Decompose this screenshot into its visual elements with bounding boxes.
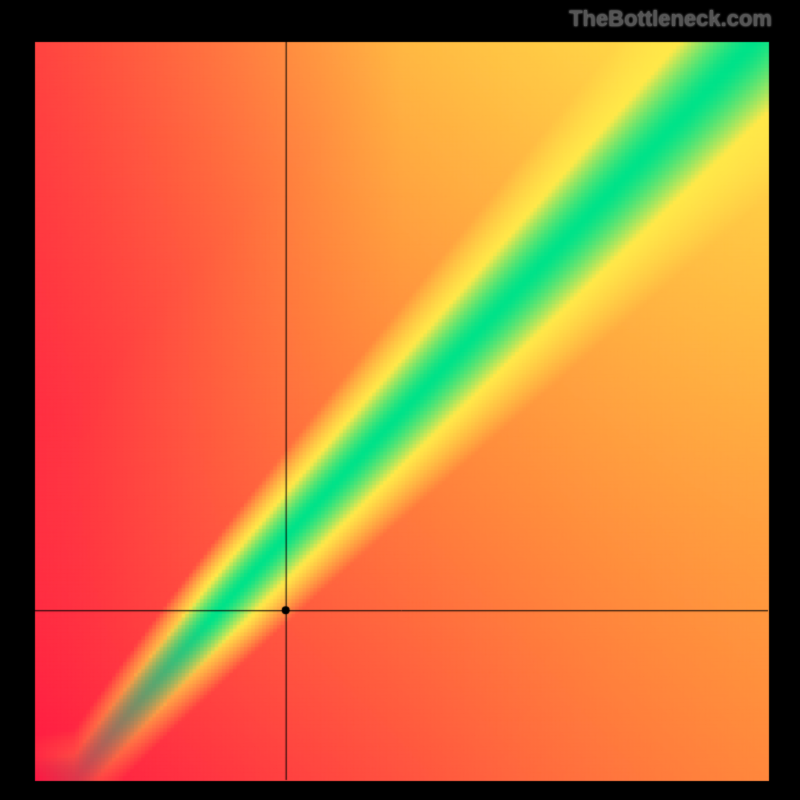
- chart-container: TheBottleneck.com: [0, 0, 800, 800]
- heatmap-canvas: [0, 0, 800, 800]
- watermark-text: TheBottleneck.com: [569, 6, 772, 32]
